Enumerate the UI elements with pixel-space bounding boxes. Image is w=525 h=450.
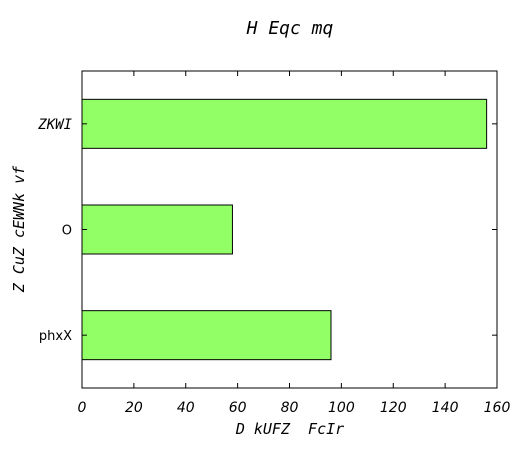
x-tick-label-60: 60	[229, 400, 247, 416]
x-tick-label-120: 120	[380, 400, 407, 416]
chart-title: H Eqc mq	[246, 18, 334, 39]
x-tick-label-100: 100	[328, 400, 355, 416]
bar-o	[81, 204, 233, 255]
bar-zkwi	[81, 98, 488, 149]
bars-group	[81, 98, 488, 361]
y-tick-label-zkwi: ZKWI	[37, 117, 72, 133]
x-tick-label-80: 80	[281, 400, 299, 416]
bar-phxx	[81, 310, 332, 361]
x-tick-label-40: 40	[177, 400, 195, 416]
ticks-group	[81, 71, 498, 388]
x-tick-label-160: 160	[484, 400, 511, 416]
x-tick-label-20: 20	[125, 400, 143, 416]
y-tick-label-o: O	[62, 224, 72, 239]
x-tick-label-140: 140	[432, 400, 459, 416]
y-tick-label-phxx: phxX	[39, 329, 72, 344]
x-axis-label: D kUFZ FcIr	[235, 420, 344, 438]
x-tick-label-0: 0	[78, 400, 87, 416]
y-axis-label: Z CuZ cEWNk vf	[10, 165, 28, 293]
